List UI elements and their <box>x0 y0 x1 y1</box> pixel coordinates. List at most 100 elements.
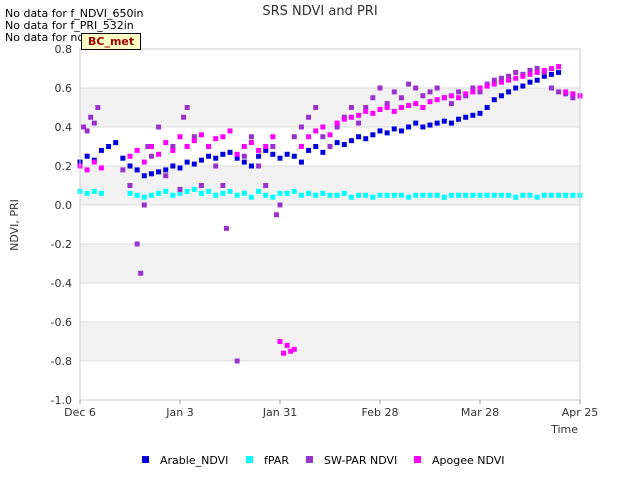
fpar-point <box>348 194 354 200</box>
sw-par-ndvi-point <box>120 167 126 173</box>
fpar-point <box>391 192 397 198</box>
apogee-ndvi-point <box>370 110 376 116</box>
sw-par-ndvi-point <box>434 85 440 91</box>
arable-ndvi-point <box>298 159 304 165</box>
apogee-ndvi-point <box>548 66 554 71</box>
plot-background-bands <box>80 88 580 361</box>
sw-par-ndvi-point <box>548 85 554 91</box>
apogee-ndvi-point <box>456 95 462 101</box>
fpar-point <box>248 194 254 200</box>
x-tick-label: Feb 28 <box>362 406 399 419</box>
arable-ndvi-point <box>484 105 490 110</box>
fpar-point <box>427 192 433 198</box>
fpar-point <box>548 192 554 198</box>
sw-par-ndvi-point <box>273 212 279 218</box>
apogee-ndvi-point <box>498 79 504 85</box>
arable-ndvi-point <box>106 144 112 149</box>
apogee-ndvi-point <box>263 144 269 149</box>
apogee-ndvi-point <box>477 85 483 91</box>
sw-par-ndvi-point <box>88 114 94 120</box>
plot-frame <box>79 48 581 401</box>
sw-par-ndvi-point <box>163 173 169 179</box>
apogee-ndvi-point <box>306 134 312 140</box>
fpar-point <box>270 194 276 200</box>
arable-ndvi-point <box>506 89 512 95</box>
apogee-ndvi-point <box>491 81 497 87</box>
sw-par-ndvi-point <box>413 85 419 91</box>
sw-par-ndvi-point <box>134 241 140 247</box>
apogee-ndvi-point <box>527 71 533 77</box>
arable-ndvi-point <box>84 153 90 159</box>
fpar-point <box>156 190 162 196</box>
apogee-ndvi-point <box>420 105 426 110</box>
sw-par-ndvi-point <box>95 105 101 110</box>
sw-par-ndvi-point <box>334 124 340 130</box>
sw-par-ndvi-point <box>181 114 187 120</box>
arable-ndvi-point <box>148 171 154 177</box>
fpar-point <box>398 192 404 198</box>
arable-ndvi-point <box>227 149 233 155</box>
sw-par-ndvi-point <box>534 66 540 71</box>
apogee-ndvi-point <box>398 105 404 110</box>
arable-ndvi-point <box>398 128 404 134</box>
fpar-point <box>334 192 340 198</box>
arable-ndvi-point <box>370 132 376 138</box>
fpar-point <box>377 192 383 198</box>
fpar-point <box>227 188 233 194</box>
sw-par-ndvi-point <box>234 358 240 364</box>
fpar-point <box>284 190 290 196</box>
apogee-ndvi-point <box>98 165 104 171</box>
arable-ndvi-point <box>556 69 562 75</box>
y-tick-label: -0.6 <box>51 316 72 329</box>
arable-ndvi-point <box>334 140 340 146</box>
apogee-ndvi-point <box>277 339 283 344</box>
sw-par-ndvi-point <box>148 153 154 159</box>
arable-ndvi-point <box>341 142 347 148</box>
fpar-point <box>213 192 219 198</box>
arable-ndvi-point <box>234 155 240 161</box>
apogee-ndvi-point <box>163 140 169 146</box>
sw-par-ndvi-point <box>513 69 519 75</box>
arable-ndvi-point <box>363 136 369 142</box>
apogee-ndvi-point <box>320 124 326 130</box>
fpar-point <box>356 192 362 198</box>
arable-ndvi-point <box>127 163 133 169</box>
sw-par-ndvi-point <box>556 89 562 95</box>
arable-ndvi-point <box>477 110 483 116</box>
arable-ndvi-point <box>520 83 526 89</box>
fpar-point <box>234 192 240 198</box>
arable-ndvi-point <box>384 130 390 136</box>
arable-ndvi-point <box>434 120 440 126</box>
y-tick-label: 0.8 <box>55 43 73 56</box>
sw-par-ndvi-point <box>91 120 97 126</box>
arable-ndvi-point <box>541 73 547 79</box>
legend-swatch <box>246 456 253 463</box>
arable-ndvi-point <box>513 85 519 91</box>
y-axis-ticks: 0.8 0.6 0.4 0.2 0.0 -0.2 -0.4 -0.6 -0.8 -1.0 <box>51 43 72 407</box>
sw-par-ndvi-point <box>406 81 412 87</box>
y-tick-label: 0.6 <box>55 82 73 95</box>
arable-ndvi-point <box>470 112 476 118</box>
sw-par-ndvi-point <box>291 134 297 140</box>
arable-ndvi-point <box>420 124 426 130</box>
y-tick-label: -1.0 <box>51 394 72 407</box>
sw-par-ndvi-point <box>427 89 433 95</box>
arable-ndvi-point <box>141 173 147 179</box>
sw-par-ndvi-point <box>220 183 226 188</box>
fpar-point <box>470 192 476 198</box>
apogee-ndvi-point <box>484 83 490 89</box>
fpar-point <box>84 190 90 196</box>
legend: Arable_NDVI fPAR SW-PAR NDVI Apogee NDVI <box>142 454 505 467</box>
apogee-ndvi-point <box>213 136 219 142</box>
apogee-ndvi-point <box>270 134 276 140</box>
fpar-point <box>406 194 412 200</box>
y-axis-label: NDVI, PRI <box>8 199 21 251</box>
fpar-point <box>241 190 247 196</box>
sw-par-ndvi-point <box>213 163 219 169</box>
arable-ndvi-point <box>220 151 226 157</box>
fpar-point <box>163 188 169 194</box>
fpar-point <box>313 192 319 198</box>
sw-par-ndvi-point <box>84 128 90 134</box>
sw-par-ndvi-point <box>191 134 197 140</box>
